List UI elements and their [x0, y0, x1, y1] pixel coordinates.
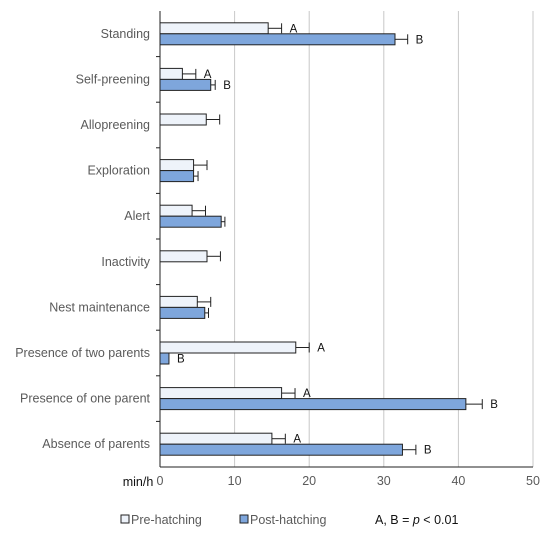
category-label-nest-maintenance: Nest maintenance	[49, 300, 150, 314]
bar-pre-hatching-nest-maintenance	[159, 295, 198, 308]
category-label-allopreening: Allopreening	[81, 118, 151, 132]
error-bars	[182, 23, 483, 455]
category-label-exploration: Exploration	[87, 164, 150, 178]
bar-pre-hatching-allopreening	[159, 113, 207, 126]
x-tick-label-30: 30	[377, 474, 391, 488]
category-label-inactivity: Inactivity	[101, 255, 150, 269]
sig-label-post-hatching-self-preening: B	[223, 80, 231, 92]
category-label-absence-of-parents: Absence of parents	[42, 437, 150, 451]
bar-post-hatching-absence-of-parents	[159, 443, 403, 456]
category-label-standing: Standing	[101, 27, 150, 41]
bar-post-hatching-standing	[159, 33, 396, 46]
category-label-alert: Alert	[124, 209, 150, 223]
legend-swatch-pre-hatching	[120, 514, 130, 524]
x-tick-label-40: 40	[451, 474, 465, 488]
bar-pre-hatching-standing	[159, 22, 269, 35]
bar-pre-hatching-exploration	[159, 159, 195, 172]
x-tick-label-10: 10	[228, 474, 242, 488]
bar-pre-hatching-presence-of-two-parents	[159, 341, 297, 354]
category-label-presence-of-two-parents: Presence of two parents	[15, 346, 150, 360]
sig-label-pre-hatching-standing: A	[290, 23, 298, 35]
bars	[159, 22, 467, 456]
legend-label-post-hatching: Post-hatching	[250, 513, 326, 527]
x-axis-unit-label: min/h	[123, 475, 154, 489]
sig-label-pre-hatching-presence-of-two-parents: A	[317, 343, 325, 355]
bar-post-hatching-nest-maintenance	[159, 306, 206, 319]
sig-label-post-hatching-presence-of-one-parent: B	[490, 399, 498, 411]
axes	[156, 11, 533, 468]
bar-post-hatching-presence-of-two-parents	[159, 352, 170, 365]
bar-pre-hatching-presence-of-one-parent	[159, 387, 283, 400]
legend: Pre-hatching Post-hatching	[120, 513, 326, 527]
bar-post-hatching-presence-of-one-parent	[159, 398, 467, 411]
sig-label-post-hatching-presence-of-two-parents: B	[177, 354, 185, 366]
x-tick-label-0: 0	[157, 474, 164, 488]
sig-label-pre-hatching-self-preening: A	[204, 69, 212, 81]
sig-label-post-hatching-absence-of-parents: B	[424, 445, 432, 457]
bar-pre-hatching-absence-of-parents	[159, 432, 273, 445]
category-label-self-preening: Self-preening	[76, 72, 150, 86]
bar-post-hatching-alert	[159, 215, 222, 228]
x-tick-labels: 0 10 20 30 40 50	[157, 474, 540, 488]
bar-pre-hatching-inactivity	[159, 250, 208, 263]
x-tick-label-20: 20	[302, 474, 316, 488]
bar-post-hatching-self-preening	[159, 78, 212, 91]
legend-label-pre-hatching: Pre-hatching	[131, 513, 202, 527]
sig-label-pre-hatching-presence-of-one-parent: A	[303, 388, 311, 400]
x-tick-label-50: 50	[526, 474, 540, 488]
legend-swatch-post-hatching	[239, 514, 249, 524]
bar-pre-hatching-self-preening	[159, 67, 183, 80]
bar-pre-hatching-alert	[159, 204, 193, 217]
sig-label-post-hatching-standing: B	[416, 34, 424, 46]
category-label-presence-of-one-parent: Presence of one parent	[20, 392, 150, 406]
category-labels: Standing Self-preening Allopreening Explora…	[15, 27, 151, 451]
significance-note: A, B = p < 0.01	[375, 513, 458, 527]
sig-label-pre-hatching-absence-of-parents: A	[293, 434, 301, 446]
bar-post-hatching-exploration	[159, 170, 195, 183]
